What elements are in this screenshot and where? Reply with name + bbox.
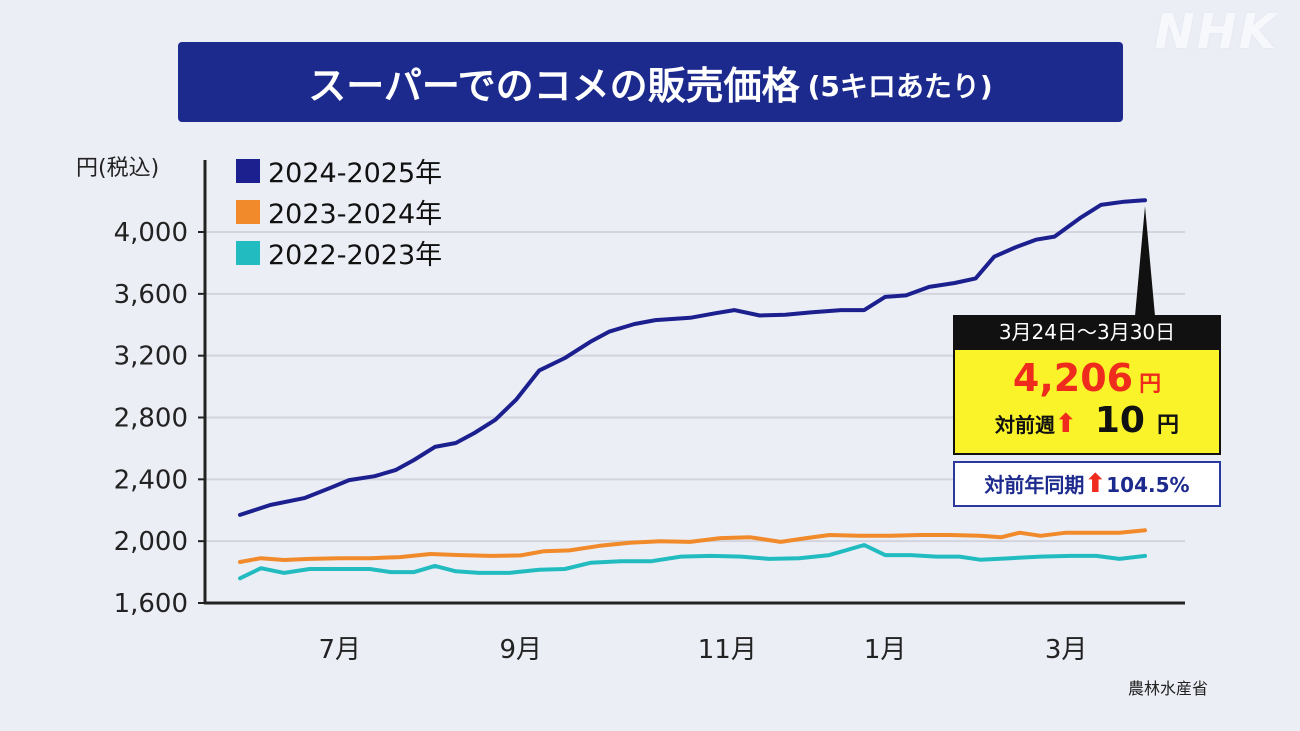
y-tick-label: 1,600 (114, 589, 188, 619)
legend-item: 2024-2025年 (236, 150, 442, 191)
week-change-label: 対前週 (995, 413, 1056, 437)
callout-price-row: 4,206 円 (955, 350, 1219, 400)
callout-price: 4,206 (1012, 356, 1134, 400)
legend-swatch (236, 240, 260, 265)
title-bar: スーパーでのコメの販売価格 (5キロあたり) (178, 42, 1123, 122)
x-tick-label: 1月 (864, 635, 907, 665)
y-axis-label: 円(税込) (76, 156, 160, 181)
latest-price-callout: 3月24日～3月30日 4,206 円 対前週 ⬆ 10 円 対前年同期⬆104.… (953, 315, 1221, 507)
series-line (238, 528, 1147, 564)
legend-label: 2024-2025年 (268, 158, 443, 189)
legend-item: 2022-2023年 (236, 232, 442, 273)
up-arrow-icon: ⬆ (1084, 469, 1107, 499)
nhk-logo: NHK (1154, 4, 1278, 60)
legend-item: 2023-2024年 (236, 191, 442, 232)
x-tick-label: 9月 (500, 635, 543, 665)
year-change-value: 104.5% (1106, 473, 1190, 497)
y-tick-label: 2,800 (114, 404, 188, 434)
week-change-row: 対前週 ⬆ 10 円 (955, 400, 1219, 441)
legend-label: 2023-2024年 (268, 199, 443, 230)
source-credit: 農林水産省 (1128, 679, 1209, 698)
yen-unit: 円 (1156, 413, 1179, 438)
year-change-row: 対前年同期⬆104.5% (953, 461, 1221, 507)
x-tick-label: 7月 (319, 635, 362, 665)
up-arrow-icon: ⬆ (1055, 409, 1077, 439)
legend: 2024-2025年 2023-2024年 2022-2023年 (236, 150, 442, 273)
series-line (238, 543, 1147, 581)
week-change-value: 10 (1094, 400, 1145, 441)
y-tick-label: 2,000 (114, 527, 188, 557)
year-change-label: 対前年同期 (984, 473, 1085, 497)
chart-title: スーパーでのコメの販売価格 (308, 63, 800, 108)
y-tick-label: 4,000 (114, 218, 188, 248)
callout-body: 4,206 円 対前週 ⬆ 10 円 (953, 350, 1221, 455)
legend-swatch (236, 199, 260, 224)
series-line (238, 198, 1147, 517)
legend-label: 2022-2023年 (268, 240, 443, 271)
x-tick-label: 3月 (1045, 635, 1088, 665)
y-tick-label: 3,600 (114, 280, 188, 310)
x-tick-label: 11月 (698, 635, 757, 665)
y-tick-label: 3,200 (114, 342, 188, 372)
yen-unit: 円 (1139, 372, 1162, 397)
y-tick-label: 2,400 (114, 465, 188, 495)
legend-swatch (236, 158, 260, 183)
callout-pointer (1135, 206, 1155, 316)
callout-period: 3月24日～3月30日 (953, 315, 1221, 350)
chart-subtitle: (5キロあたり) (807, 70, 993, 103)
